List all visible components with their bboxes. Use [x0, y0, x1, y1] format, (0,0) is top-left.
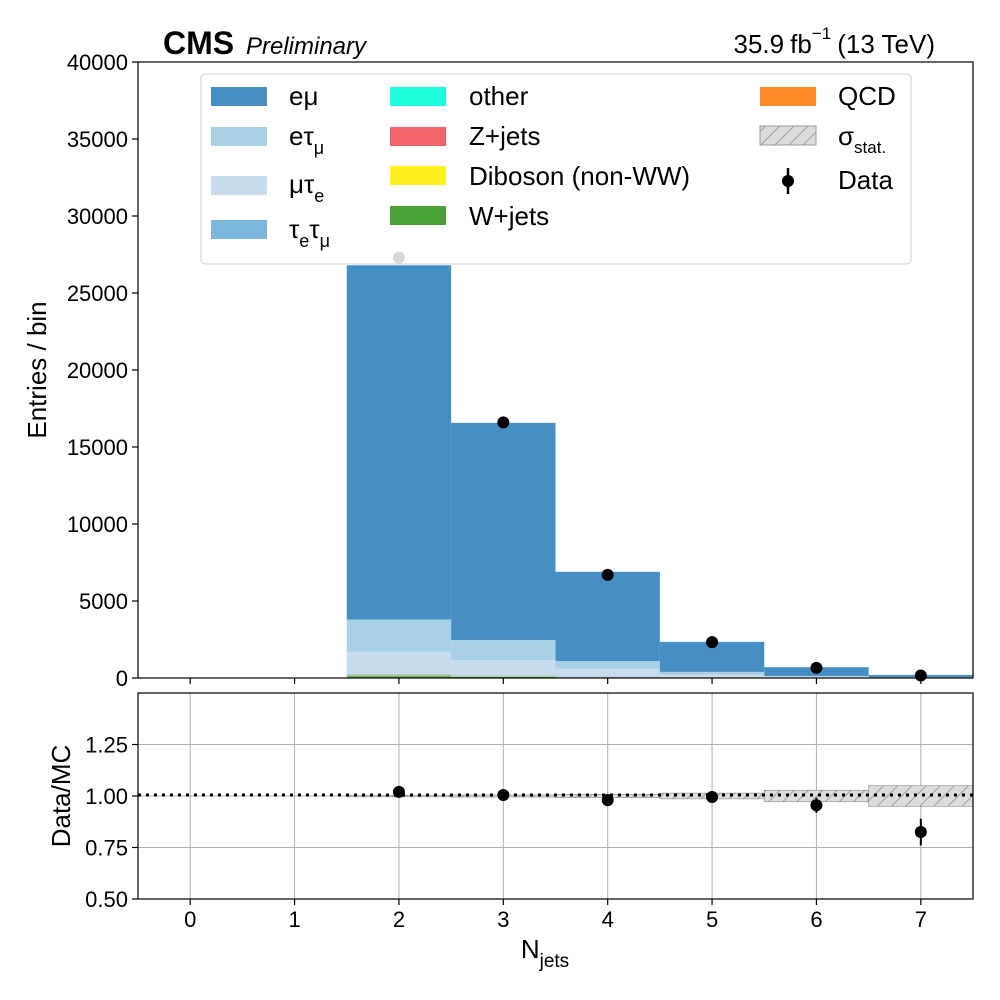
bar-7-bin-4: [555, 661, 660, 669]
bar-6-bin-5: [659, 674, 765, 678]
legend-swatch-diboson: [390, 166, 446, 185]
y-tick-label: 5000: [79, 589, 128, 614]
y-tick-label: 10000: [67, 512, 128, 537]
bar-7-bin-2: [346, 619, 452, 652]
bar-5-bin-2: [346, 674, 452, 675]
legend-data-marker: [782, 175, 794, 187]
legend-swatch-mutau-e: [211, 176, 267, 195]
ratio-y-axis: 0.50 0.75 1.00 1.25: [85, 733, 138, 912]
legend-swatch-other: [390, 87, 446, 106]
ratio-point-5: [706, 791, 719, 804]
bar-6-bin-4: [555, 668, 660, 677]
bar-8-bin-4: [555, 571, 660, 662]
ratio-y-tick-label: 0.50: [85, 887, 128, 912]
data-point-5: [706, 636, 719, 649]
bar-6-bin-2: [346, 651, 452, 675]
x-tick-label: 7: [915, 907, 927, 932]
y-tick-label: 30000: [67, 204, 128, 229]
main-panel: 0 5000 10000 15000 20000 25000 30000 35000 40000…: [22, 50, 974, 691]
stacked-bars: [346, 265, 973, 678]
legend-swatch-emu: [211, 87, 267, 106]
ratio-y-tick-label: 0.75: [85, 836, 128, 861]
legend-label-etau-mu: eτμ: [289, 121, 324, 158]
ratio-y-tick-label: 1.00: [85, 784, 128, 809]
legend-label-taue-taumu: τeτμ: [289, 214, 330, 251]
main-x-ticks: [189, 678, 922, 684]
lumi-value: 35.9: [734, 29, 785, 59]
bar-6-bin-6: [764, 676, 869, 678]
x-tick-label: 0: [184, 907, 196, 932]
data-point-3: [497, 416, 510, 429]
ratio-point-7: [914, 826, 927, 839]
ratio-point-4: [601, 794, 614, 807]
lumi-unit: fb: [790, 29, 812, 59]
x-axis-label: Njets: [521, 934, 569, 972]
bar-0-bin-3: [451, 676, 556, 678]
luminosity-label: 35.9 fb−1 (13 TeV): [734, 24, 935, 59]
ratio-point-2: [392, 785, 405, 798]
x-tick-label: 4: [602, 907, 614, 932]
bar-7-bin-5: [659, 671, 765, 675]
y-tick-label: 25000: [67, 281, 128, 306]
y-tick-label: 15000: [67, 435, 128, 460]
lumi-exponent: −1: [812, 24, 831, 43]
legend-label-qcd: QCD: [838, 81, 896, 111]
x-tick-label: 5: [706, 907, 718, 932]
bar-6-bin-3: [451, 659, 556, 676]
legend-label-wjets: W+jets: [469, 201, 549, 231]
data-point-6: [810, 661, 823, 674]
x-tick-label: 6: [810, 907, 822, 932]
energy-label: (13 TeV): [837, 29, 935, 59]
bar-5-bin-3: [451, 675, 556, 676]
x-tick-label: 3: [497, 907, 509, 932]
legend-swatch-zjets: [390, 127, 446, 146]
x-tick-label: 2: [393, 907, 405, 932]
ratio-point-3: [497, 788, 510, 801]
data-point-4: [601, 568, 614, 581]
ratio-panel: 0.50 0.75 1.00 1.25 0 1 2 3 4 5 6 7 Data/MC Njets: [46, 692, 974, 972]
x-tick-label: 1: [288, 907, 300, 932]
bar-8-bin-3: [451, 422, 556, 640]
main-y-axis: 0 5000 10000 15000 20000 25000 30000 35000 40000: [67, 50, 138, 691]
ratio-point-6: [810, 799, 823, 812]
status-label: Preliminary: [246, 33, 368, 60]
bar-0-bin-2: [346, 676, 452, 678]
y-tick-label: 35000: [67, 127, 128, 152]
legend-swatch-etau-mu: [211, 127, 267, 146]
experiment-label: CMS: [163, 25, 234, 61]
legend-label-diboson: Diboson (non-WW): [469, 161, 690, 191]
y-tick-label: 40000: [67, 50, 128, 75]
y-axis-label: Entries / bin: [22, 301, 52, 438]
legend-label-other: other: [469, 81, 529, 111]
bar-7-bin-3: [451, 639, 556, 660]
y-tick-label: 0: [116, 666, 128, 691]
legend: eμ eτμ μτe τeτμ other Z+jets Diboson (no…: [200, 73, 912, 265]
ratio-x-axis: 0 1 2 3 4 5 6 7: [184, 899, 927, 932]
legend-label-mutau-e: μτe: [289, 169, 324, 206]
legend-swatch-qcd: [760, 87, 816, 106]
legend-label-stat-unc: σstat.: [838, 121, 886, 157]
ratio-y-axis-label: Data/MC: [46, 745, 76, 848]
ratio-points: [392, 785, 927, 846]
legend-label-data: Data: [838, 165, 893, 195]
legend-label-emu: eμ: [289, 81, 318, 111]
legend-frame: [200, 73, 912, 265]
ratio-y-tick-label: 1.25: [85, 733, 128, 758]
legend-swatch-stat-unc: [759, 125, 817, 146]
y-tick-label: 20000: [67, 358, 128, 383]
bar-7-bin-6: [764, 675, 869, 677]
legend-label-zjets: Z+jets: [469, 121, 541, 151]
legend-swatch-taue-taumu: [211, 220, 267, 239]
bar-8-bin-2: [346, 265, 452, 620]
legend-swatch-wjets: [390, 206, 446, 225]
